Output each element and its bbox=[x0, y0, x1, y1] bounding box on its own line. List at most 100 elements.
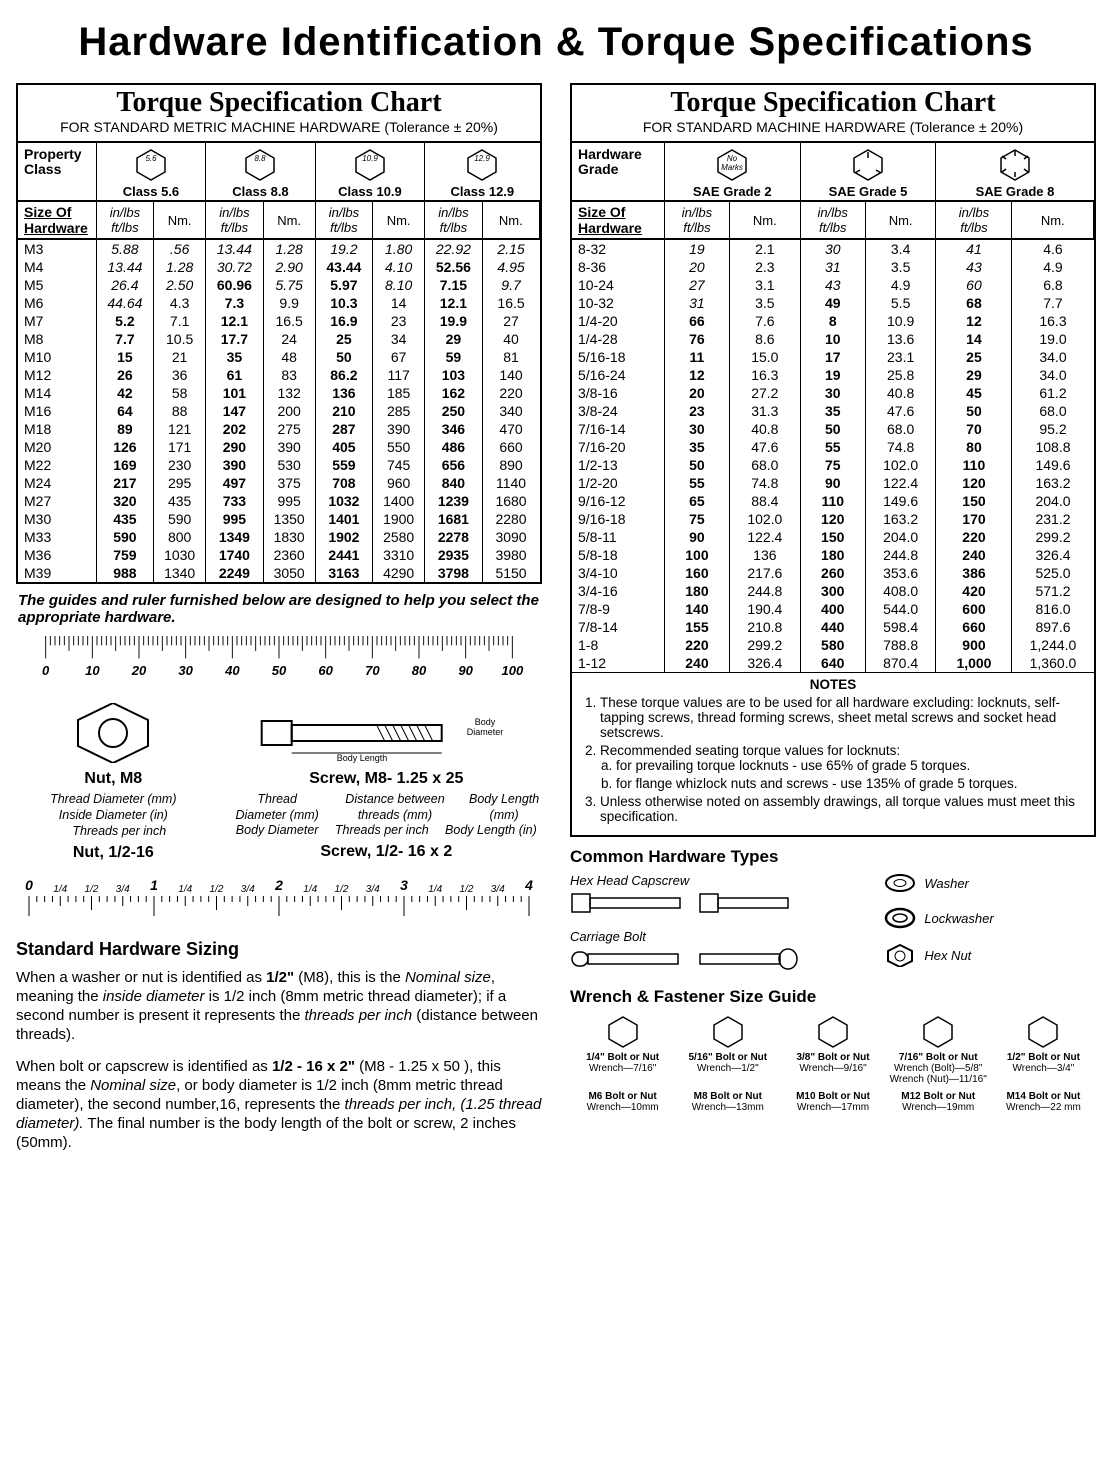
wrench-cell: 5/16" Bolt or NutWrench—1/2" bbox=[675, 1013, 780, 1085]
svg-text:0: 0 bbox=[42, 663, 50, 678]
sizing-title: Standard Hardware Sizing bbox=[16, 939, 542, 960]
svg-text:1: 1 bbox=[150, 877, 158, 893]
metric-row: M413.441.2830.722.9043.444.1052.564.95 bbox=[18, 258, 540, 276]
svg-text:10: 10 bbox=[85, 663, 100, 678]
hex-capscrew-label: Hex Head Capscrew bbox=[570, 873, 866, 888]
sae-chart-panel: Torque Specification Chart FOR STANDARD … bbox=[570, 83, 1096, 837]
metric-table-head: PropertyClass5.6Class 5.68.8Class 8.810.… bbox=[18, 142, 540, 239]
carriage-bolt-label: Carriage Bolt bbox=[570, 929, 866, 944]
thread-diam-mm: Thread Diameter (mm) bbox=[16, 792, 211, 808]
sae-row: 10-32313.5495.5687.7 bbox=[572, 294, 1094, 312]
screw-icon: Body Diameter Body Length bbox=[231, 703, 542, 763]
nut-icon bbox=[63, 703, 163, 763]
wrench-cell: M12 Bolt or NutWrench—19mm bbox=[886, 1091, 991, 1113]
notes-section: NOTES These torque values are to be used… bbox=[572, 672, 1094, 835]
body-diameter-label: Body bbox=[474, 717, 495, 727]
sae-row: 5/8-1190122.4150204.0220299.2 bbox=[572, 528, 1094, 546]
wrench-cell: M6 Bolt or NutWrench—10mm bbox=[570, 1091, 675, 1113]
sae-row: 7/16-143040.85068.07095.2 bbox=[572, 420, 1094, 438]
svg-text:8.8: 8.8 bbox=[255, 154, 267, 163]
sae-row: 5/16-181115.01723.12534.0 bbox=[572, 348, 1094, 366]
right-column: Torque Specification Chart FOR STANDARD … bbox=[570, 83, 1096, 1113]
hex-capscrew-icon bbox=[570, 888, 810, 918]
sae-row: 7/8-9140190.4400544.0600816.0 bbox=[572, 600, 1094, 618]
svg-text:2: 2 bbox=[274, 877, 283, 893]
svg-text:1/4: 1/4 bbox=[178, 884, 192, 895]
svg-text:Marks: Marks bbox=[721, 163, 743, 172]
note-2a: for prevailing torque locknuts - use 65%… bbox=[616, 758, 1084, 773]
sae-row: 9/16-126588.4110149.6150204.0 bbox=[572, 492, 1094, 510]
svg-text:70: 70 bbox=[365, 663, 380, 678]
body-len-mm-label: Body Length (mm) bbox=[466, 792, 542, 823]
metric-grade-0: 5.6Class 5.6 bbox=[100, 144, 203, 199]
svg-text:1/2: 1/2 bbox=[85, 884, 99, 895]
sae-row: 1/2-205574.890122.4120163.2 bbox=[572, 474, 1094, 492]
wrench-cell: 3/8" Bolt or NutWrench—9/16" bbox=[780, 1013, 885, 1085]
sae-row: 1/2-135068.075102.0110149.6 bbox=[572, 456, 1094, 474]
svg-text:80: 80 bbox=[412, 663, 427, 678]
metric-row: M166488147200210285250340 bbox=[18, 402, 540, 420]
svg-text:1/2: 1/2 bbox=[335, 884, 349, 895]
sae-row: 3/8-242331.33547.65068.0 bbox=[572, 402, 1094, 420]
svg-text:1/4: 1/4 bbox=[53, 884, 67, 895]
sae-row: 1/4-20667.6810.91216.3 bbox=[572, 312, 1094, 330]
metric-row: M644.644.37.39.910.31412.116.5 bbox=[18, 294, 540, 312]
wrench-guide-title: Wrench & Fastener Size Guide bbox=[570, 987, 1096, 1007]
hardware-grade-header: HardwareGrade bbox=[572, 142, 664, 201]
metric-row: M3043559099513501401190016812280 bbox=[18, 510, 540, 528]
sae-row: 1/4-28768.61013.61419.0 bbox=[572, 330, 1094, 348]
svg-text:3/4: 3/4 bbox=[366, 884, 380, 895]
sizing-para-2: When bolt or capscrew is identified as 1… bbox=[16, 1057, 542, 1153]
size-header: Size OfHardware bbox=[18, 201, 96, 239]
metric-row: M33590800134918301902258022783090 bbox=[18, 528, 540, 546]
metric-grade-1: 8.8Class 8.8 bbox=[209, 144, 312, 199]
svg-text:1/4: 1/4 bbox=[428, 884, 442, 895]
sae-row: 5/8-18100136180244.8240326.4 bbox=[572, 546, 1094, 564]
nut-imperial-label: Nut, 1/2-16 bbox=[16, 844, 211, 862]
sae-row: 10-24273.1434.9606.8 bbox=[572, 276, 1094, 294]
metric-row: M526.42.5060.965.755.978.107.159.7 bbox=[18, 276, 540, 294]
note-2: Recommended seating torque values for lo… bbox=[600, 743, 1084, 791]
hexnut-icon bbox=[884, 943, 916, 967]
body-len-in-label: Body Length (in) bbox=[445, 823, 537, 839]
page-title: Hardware Identification & Torque Specifi… bbox=[16, 20, 1096, 65]
wrench-cell: 7/16" Bolt or NutWrench (Bolt)—5/8"Wrenc… bbox=[886, 1013, 991, 1085]
wrench-cell: M8 Bolt or NutWrench—13mm bbox=[675, 1091, 780, 1113]
sae-row: 1-12240326.4640870.41,0001,360.0 bbox=[572, 654, 1094, 672]
sae-grade-2: SAE Grade 8 bbox=[939, 144, 1090, 199]
svg-text:1/2: 1/2 bbox=[460, 884, 474, 895]
svg-text:30: 30 bbox=[178, 663, 193, 678]
metric-row: M273204357339951032140012391680 bbox=[18, 492, 540, 510]
sae-chart-title: Torque Specification Chart bbox=[572, 87, 1094, 119]
wrench-cell: 1/2" Bolt or NutWrench—3/4" bbox=[991, 1013, 1096, 1085]
note-2b: for flange whizlock nuts and screws - us… bbox=[616, 776, 1084, 791]
sae-row: 8-36202.3313.5434.9 bbox=[572, 258, 1094, 276]
metric-grade-3: 12.9Class 12.9 bbox=[428, 144, 536, 199]
tpi-label: Threads per inch bbox=[335, 823, 429, 839]
svg-text:Diameter: Diameter bbox=[466, 727, 503, 737]
nut-metric-label: Nut, M8 bbox=[16, 770, 211, 788]
metric-row: M122636618386.2117103140 bbox=[18, 366, 540, 384]
notes-title: NOTES bbox=[582, 677, 1084, 692]
sae-torque-table: HardwareGradeNoMarksSAE Grade 2SAE Grade… bbox=[572, 141, 1094, 672]
lockwasher-icon bbox=[884, 907, 916, 929]
metric-grade-2: 10.9Class 10.9 bbox=[319, 144, 422, 199]
washer-label: Washer bbox=[924, 876, 969, 891]
nut-screw-diagram: Nut, M8 Thread Diameter (mm) Inside Diam… bbox=[16, 703, 542, 866]
wrench-cell: M14 Bolt or NutWrench—22 mm bbox=[991, 1091, 1096, 1113]
sae-row: 9/16-1875102.0120163.2170231.2 bbox=[572, 510, 1094, 528]
sae-row: 5/16-241216.31925.82934.0 bbox=[572, 366, 1094, 384]
svg-text:100: 100 bbox=[501, 663, 524, 678]
sae-row: 7/16-203547.65574.880108.8 bbox=[572, 438, 1094, 456]
metric-chart-subtitle: FOR STANDARD METRIC MACHINE HARDWARE (To… bbox=[18, 119, 540, 135]
mm-ruler: 0102030405060708090100 bbox=[16, 636, 542, 697]
sae-grade-1: SAE Grade 5 bbox=[804, 144, 933, 199]
svg-text:1/4: 1/4 bbox=[303, 884, 317, 895]
lockwasher-label: Lockwasher bbox=[924, 911, 993, 926]
metric-row: M35.88.5613.441.2819.21.8022.922.15 bbox=[18, 239, 540, 258]
thread-diam-label: Thread Diameter (mm) bbox=[231, 792, 324, 823]
svg-text:0: 0 bbox=[25, 877, 33, 893]
svg-text:60: 60 bbox=[318, 663, 333, 678]
body-diam-label: Body Diameter bbox=[236, 823, 319, 839]
sae-row: 3/8-162027.23040.84561.2 bbox=[572, 384, 1094, 402]
